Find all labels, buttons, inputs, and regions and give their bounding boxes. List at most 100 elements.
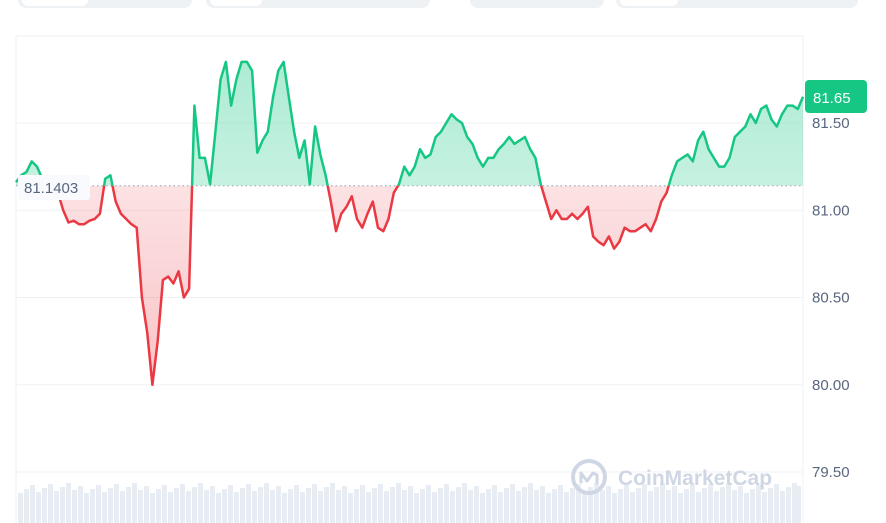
y-axis: 81.50 81.00 80.50 80.00 79.50 — [812, 115, 850, 481]
volume-bar — [144, 486, 149, 523]
volume-bar — [36, 492, 41, 523]
volume-bar — [306, 488, 311, 523]
volume-bar — [366, 492, 371, 523]
volume-bar — [474, 486, 479, 523]
range-tab-group-left[interactable] — [18, 0, 192, 8]
volume-bar — [90, 489, 95, 523]
area-fill-above — [16, 61, 803, 186]
y-tick-label: 80.00 — [812, 377, 850, 394]
volume-bar — [756, 485, 761, 523]
volume-bar — [372, 488, 377, 523]
volume-bar — [318, 491, 323, 523]
volume-bar — [456, 487, 461, 523]
volume-bar — [300, 492, 305, 523]
volume-bar — [78, 486, 83, 523]
watermark: CoinMarketCap — [571, 459, 772, 495]
volume-bar — [216, 493, 221, 523]
volume-bar — [84, 493, 89, 523]
volume-bar — [630, 492, 635, 523]
price-line-above — [14, 60, 805, 186]
volume-bar — [198, 483, 203, 523]
volume-bar — [522, 487, 527, 523]
volume-bar — [642, 484, 647, 523]
volume-bar — [288, 489, 293, 523]
volume-bar — [546, 493, 551, 523]
volume-bar — [336, 490, 341, 523]
volume-bar — [462, 483, 467, 523]
range-tab-group-right[interactable] — [470, 0, 604, 8]
volume-bar — [60, 487, 65, 523]
volume-bar — [138, 490, 143, 523]
options-tab-group[interactable] — [616, 0, 858, 8]
volume-bar — [30, 485, 35, 523]
volume-bar — [726, 483, 731, 523]
volume-bar — [192, 487, 197, 523]
volume-bar — [132, 483, 137, 523]
volume-bar — [618, 489, 623, 523]
volume-bar — [282, 493, 287, 523]
last-price-badge: 81.65 — [805, 80, 867, 113]
volume-bar — [534, 490, 539, 523]
volume-bar — [156, 489, 161, 523]
volume-bar — [228, 485, 233, 523]
volume-bar — [264, 483, 269, 523]
price-area — [16, 61, 803, 385]
volume-bar — [252, 491, 257, 523]
volume-bar — [414, 493, 419, 523]
volume-bar — [684, 489, 689, 523]
volume-bar — [186, 491, 191, 523]
volume-bar — [492, 485, 497, 523]
volume-bar — [108, 488, 113, 523]
last-price-value: 81.65 — [813, 90, 851, 107]
volume-bar — [426, 485, 431, 523]
volume-bar — [168, 492, 173, 523]
volume-bar — [744, 493, 749, 523]
volume-bar — [606, 486, 611, 523]
volume-bar — [660, 483, 665, 523]
volume-bar — [204, 490, 209, 523]
volume-bar — [150, 493, 155, 523]
volume-bar — [796, 486, 801, 523]
volume-bar — [96, 485, 101, 523]
coinmarketcap-logo-icon — [571, 459, 607, 495]
volume-bar — [582, 491, 587, 523]
volume-bar — [570, 488, 575, 523]
volume-bars — [18, 483, 801, 523]
volume-bar — [420, 489, 425, 523]
volume-bar — [528, 483, 533, 523]
reference-label: 81.1403 — [18, 175, 90, 200]
volume-bar — [516, 491, 521, 523]
chart-type-tab-group[interactable] — [206, 0, 430, 8]
volume-bar — [396, 483, 401, 523]
volume-bar — [738, 486, 743, 523]
volume-bar — [444, 484, 449, 523]
volume-bar — [696, 492, 701, 523]
volume-bar — [720, 487, 725, 523]
volume-bar — [498, 492, 503, 523]
volume-bar — [786, 487, 791, 523]
chart-type-tab-active[interactable] — [210, 0, 262, 6]
volume-bar — [612, 493, 617, 523]
volume-bar — [504, 488, 509, 523]
options-tab-active[interactable] — [620, 0, 678, 6]
chart-frame — [15, 35, 804, 523]
volume-bar — [762, 492, 767, 523]
volume-bar — [672, 486, 677, 523]
volume-bar — [342, 486, 347, 523]
volume-bar — [348, 493, 353, 523]
volume-bar — [18, 493, 23, 523]
volume-bar — [432, 492, 437, 523]
area-fill-below — [16, 185, 803, 385]
volume-bar — [390, 487, 395, 523]
reference-value-label: 81.1403 — [24, 180, 78, 197]
volume-bar — [486, 489, 491, 523]
volume-bar — [774, 484, 779, 523]
range-tab-active[interactable] — [22, 0, 88, 6]
volume-bar — [294, 485, 299, 523]
volume-bar — [600, 490, 605, 523]
volume-bar — [162, 485, 167, 523]
volume-bar — [792, 483, 797, 523]
y-tick-label: 79.50 — [812, 464, 850, 481]
volume-bar — [234, 492, 239, 523]
